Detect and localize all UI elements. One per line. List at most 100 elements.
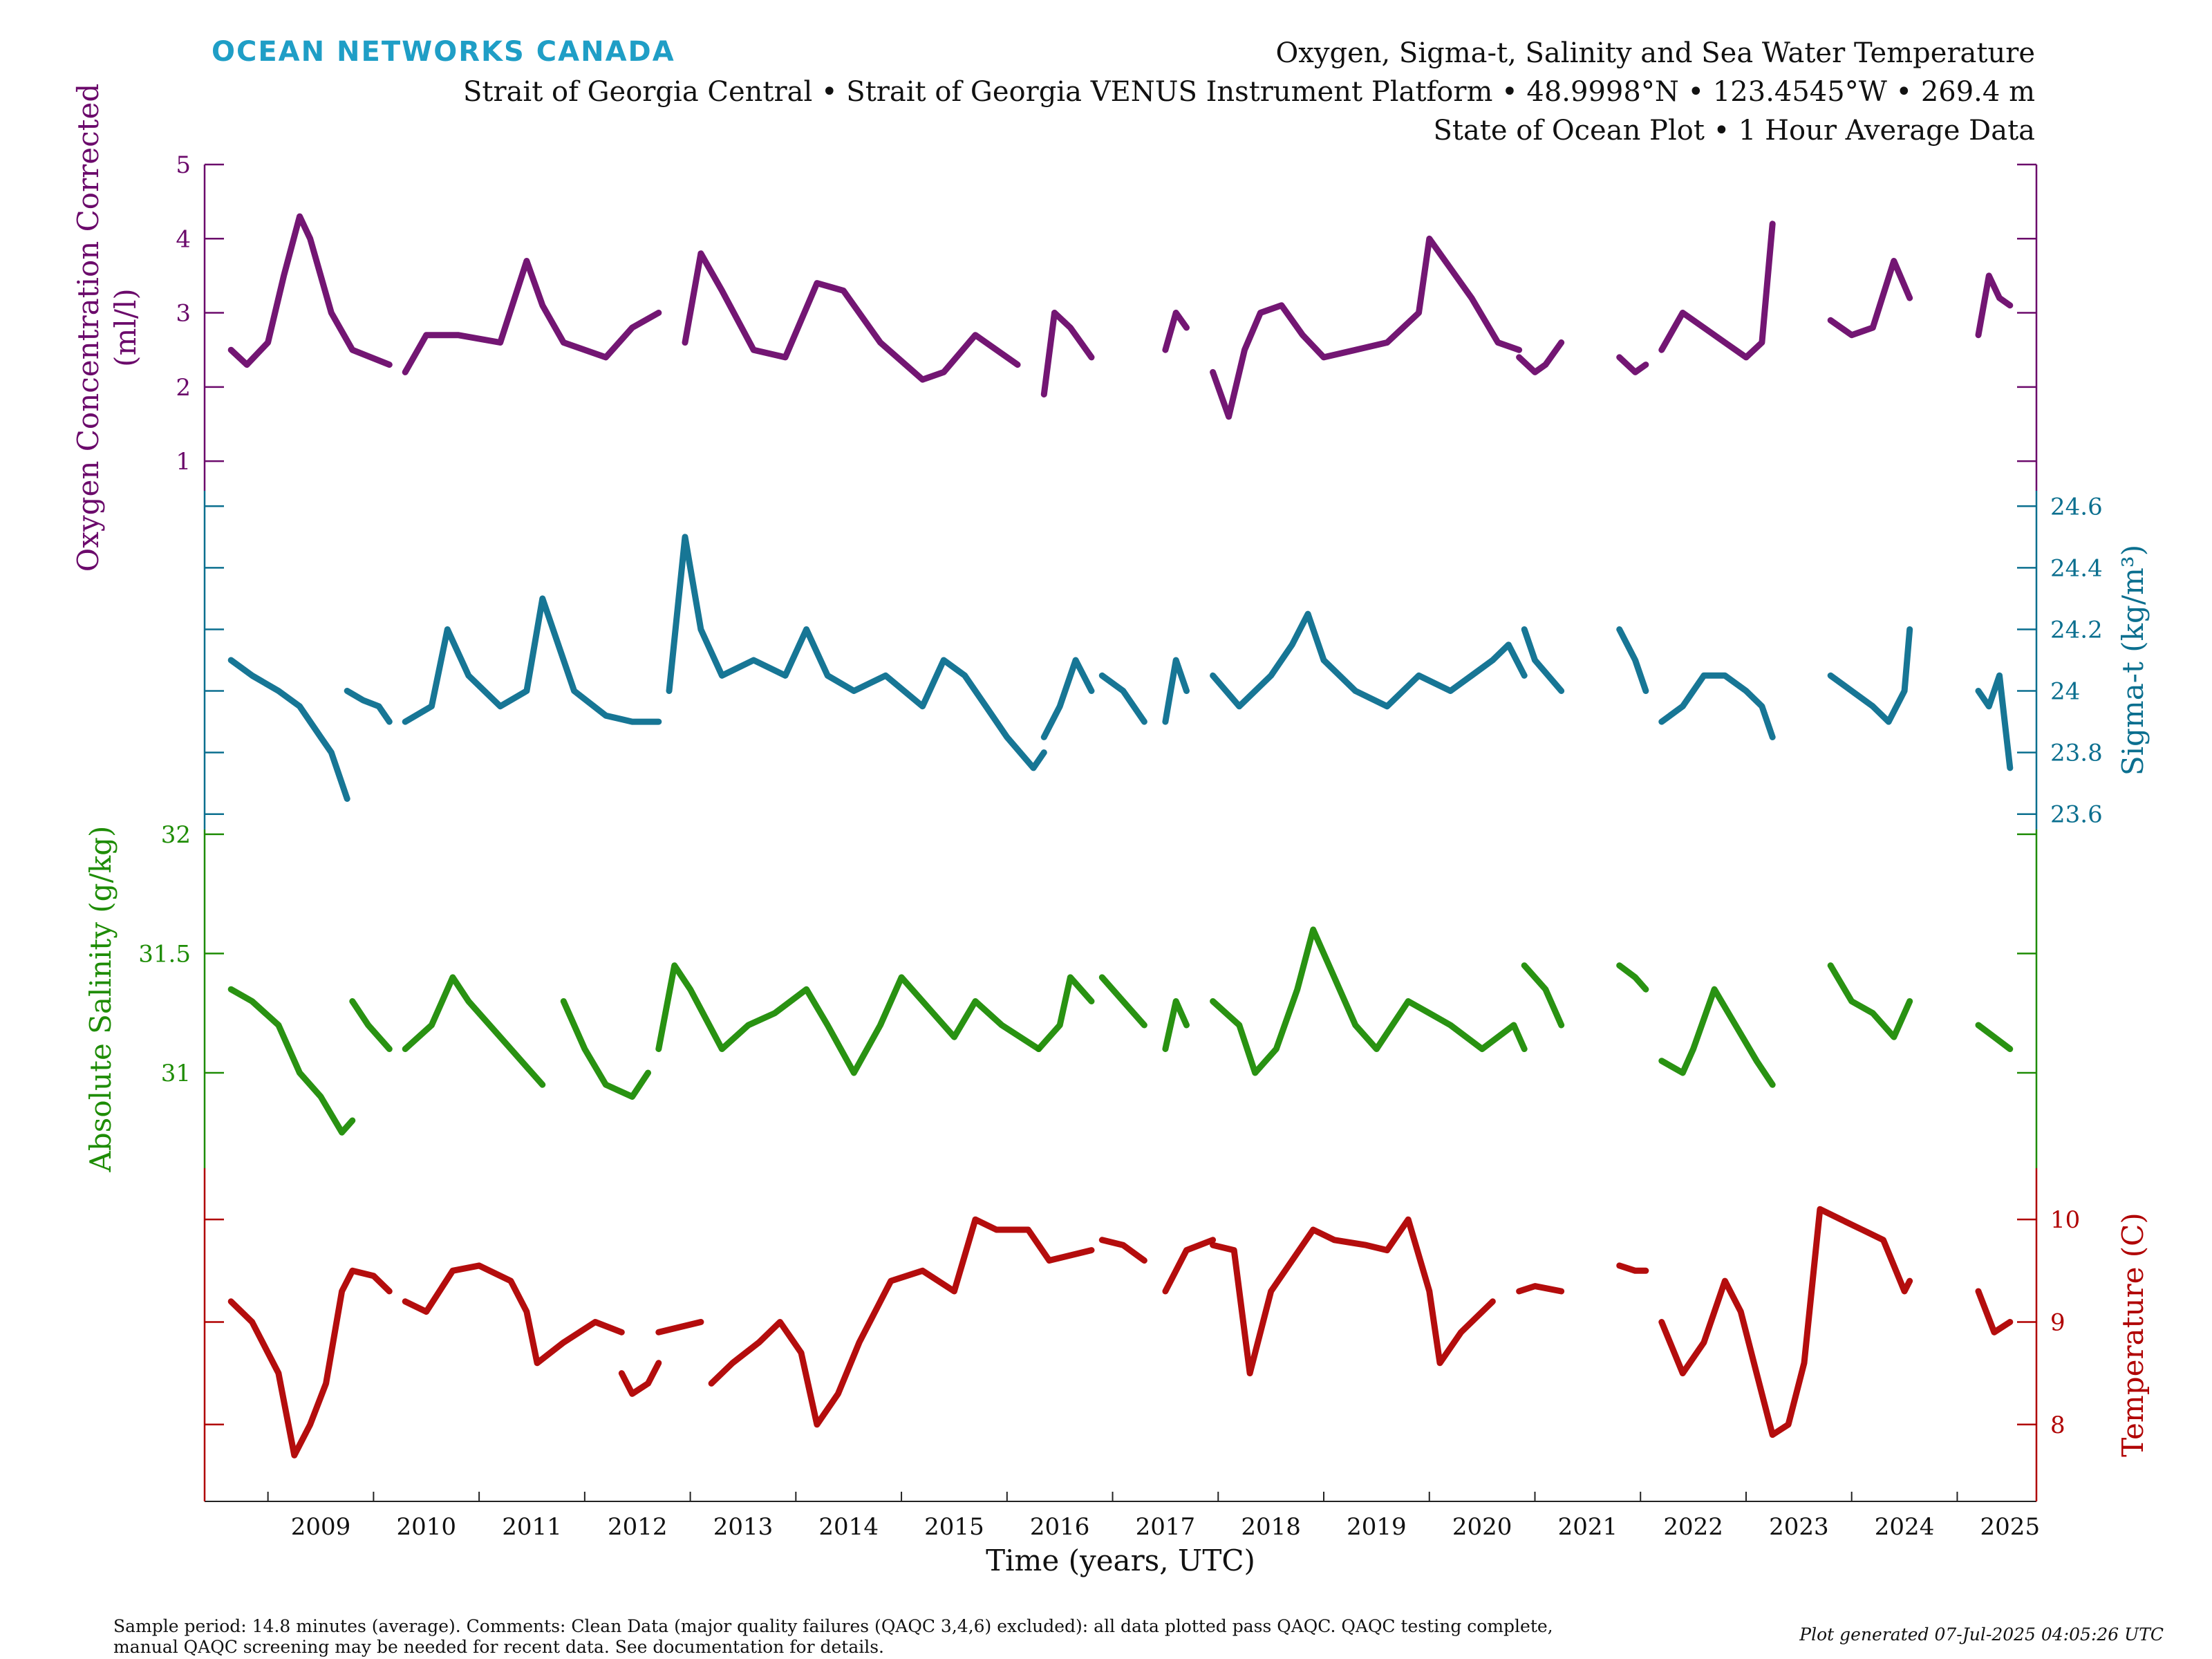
temperature-series-segment-10: [1658, 1206, 1913, 1438]
x-tick-label-2011: 2011: [502, 1513, 562, 1541]
ocean-networks-canada-logo: OCEAN NETWORKS CANADA: [212, 36, 675, 68]
temperature-series-segment-4: [708, 1216, 1095, 1428]
oxygen-series-segment-6: [1516, 339, 1565, 375]
sigma-series-segment-11: [1827, 626, 1913, 725]
x-tick-label-2009: 2009: [291, 1513, 351, 1541]
salinity-y-axis-label: Absolute Salinity (g/kg): [84, 826, 118, 1173]
oxygen-y-tick-label: 3: [176, 300, 191, 328]
x-tick-label-2019: 2019: [1347, 1513, 1407, 1541]
x-tick-label-2024: 2024: [1875, 1513, 1935, 1541]
temperature-series-segment-5: [1098, 1237, 1147, 1264]
x-tick-label-2022: 2022: [1663, 1513, 1723, 1541]
x-tick-label-2010: 2010: [396, 1513, 456, 1541]
oxygen-series-segment-9: [1827, 258, 1913, 339]
temperature-series-segment-2: [618, 1360, 662, 1397]
sigma-y-tick-label: 24.2: [2050, 616, 2103, 644]
temperature-series-segment-6: [1162, 1237, 1217, 1295]
salinity-series-segment-10: [1616, 962, 1649, 993]
temperature-y-tick-label: 9: [2050, 1309, 2065, 1336]
oxygen-series-segment-5: [1210, 235, 1523, 420]
salinity-y-tick-label: 32: [161, 821, 191, 849]
salinity-series-segment-6: [1098, 974, 1147, 1029]
sigma-series-segment-2: [402, 595, 662, 725]
salinity-series-segment-4: [655, 962, 1042, 1076]
x-tick-label-2014: 2014: [818, 1513, 879, 1541]
oxygen-series-segment-8: [1658, 221, 1776, 361]
x-axis-label: Time (years, UTC): [986, 1544, 1255, 1577]
plot-generated-timestamp: Plot generated 07-Jul-2025 04:05:26 UTC: [1799, 1624, 2164, 1644]
salinity-series-segment-12: [1827, 962, 1913, 1040]
sigma-y-tick-label: 24.6: [2050, 493, 2103, 521]
temperature-y-axis-label: Temperature (C): [2116, 1212, 2150, 1456]
x-tick-label-2021: 2021: [1558, 1513, 1618, 1541]
temperature-y-tick-label: 8: [2050, 1412, 2065, 1439]
temperature-series-segment-9: [1616, 1262, 1649, 1274]
sigma-y-tick-label: 23.8: [2050, 740, 2103, 767]
oxygen-series-segment-0: [227, 213, 393, 368]
sigma-series-segment-0: [227, 657, 350, 802]
salinity-series-segment-8: [1210, 926, 1528, 1076]
salinity-series-segment-0: [227, 986, 356, 1136]
sigma-series-segment-3: [666, 534, 1047, 771]
oxygen-y-axis-label: Oxygen Concentration Corrected (ml/l): [71, 84, 142, 572]
oxygen-series-segment-2: [682, 250, 1021, 383]
temperature-panel: 8 9 10 Temperature (C): [203, 1168, 2150, 1501]
oxygen-y-tick-label: 2: [176, 374, 191, 402]
sigma-y-axis-label: Sigma-t (kg/m³): [2116, 545, 2150, 776]
oxygen-series-segment-4: [1162, 310, 1190, 353]
salinity-series-segment-9: [1521, 962, 1565, 1029]
salinity-series-segment-13: [1975, 1022, 2014, 1052]
x-tick-label-2018: 2018: [1241, 1513, 1301, 1541]
sigma-series-segment-5: [1098, 672, 1147, 725]
x-tick-label-2015: 2015: [924, 1513, 984, 1541]
sigma-y-tick-label: 23.6: [2050, 801, 2103, 829]
salinity-y-tick-label: 31: [161, 1060, 191, 1087]
oxygen-y-tick-label: 1: [176, 448, 191, 476]
oxygen-series-segment-3: [1040, 310, 1095, 397]
oxygen-series-segment-10: [1975, 272, 2014, 339]
temperature-series-segment-0: [227, 1267, 393, 1459]
x-tick-label-2012: 2012: [608, 1513, 668, 1541]
salinity-series-segment-3: [560, 998, 651, 1100]
salinity-y-tick-label: 31.5: [138, 940, 191, 968]
sigma-y-tick-label: 24.4: [2050, 554, 2103, 582]
oxygen-y-tick-label: 4: [176, 225, 191, 253]
sigma-series-segment-6: [1162, 657, 1190, 725]
x-tick-label-2013: 2013: [713, 1513, 774, 1541]
salinity-series-segment-7: [1162, 998, 1190, 1052]
salinity-series-segment-2: [402, 974, 546, 1088]
sigma-series-segment-8: [1521, 626, 1565, 694]
oxygen-panel: 1 2 3 4 5 Oxygen Concentration Corrected (ml/l…: [71, 84, 2038, 572]
x-tick-label-2016: 2016: [1030, 1513, 1090, 1541]
chart-title: Oxygen, Sigma-t, Salinity and Sea Water …: [1275, 37, 2035, 69]
sigma-series-segment-4: [1040, 657, 1095, 740]
x-tick-label-2025: 2025: [1980, 1513, 2041, 1541]
x-tick-label-2023: 2023: [1769, 1513, 1829, 1541]
sigma-series-segment-10: [1658, 672, 1776, 740]
oxygen-series-segment-1: [402, 258, 662, 375]
footer-comment-line-2: manual QAQC screening may be needed for …: [113, 1637, 884, 1657]
salinity-series-segment-1: [349, 998, 393, 1052]
temperature-series-segment-11: [1975, 1288, 2014, 1335]
salinity-series-segment-11: [1658, 986, 1776, 1088]
chart-subtitle-plot-type: State of Ocean Plot • 1 Hour Average Dat…: [1433, 115, 2035, 147]
temperature-series-segment-8: [1516, 1283, 1565, 1295]
sigma-series-segment-7: [1210, 610, 1528, 710]
salinity-series-segment-5: [1035, 974, 1095, 1052]
temperature-series-segment-1: [402, 1262, 625, 1367]
temperature-y-tick-label: 10: [2050, 1206, 2080, 1234]
footer-comment-line-1: Sample period: 14.8 minutes (average). C…: [113, 1616, 1553, 1636]
temperature-series-segment-7: [1210, 1216, 1496, 1377]
temperature-series-segment-3: [655, 1319, 704, 1335]
oxygen-series-segment-7: [1616, 354, 1649, 375]
sigma-y-tick-label: 24: [2050, 678, 2080, 706]
salinity-panel: 31 31.5 32 Absolute Salinity (g/kg): [84, 821, 2038, 1173]
chart-subtitle-location: Strait of Georgia Central • Strait of Ge…: [462, 76, 2035, 108]
sigma-series-segment-12: [1975, 672, 2014, 771]
x-tick-label-2020: 2020: [1452, 1513, 1512, 1541]
x-tick-label-2017: 2017: [1136, 1513, 1196, 1541]
sigma-series-segment-1: [344, 688, 393, 725]
sigma-panel: 23.6 23.8 24 24.2 24.4 24.6 Sigma-t (kg/m³): [203, 491, 2150, 830]
oxygen-y-tick-label: 5: [176, 151, 191, 179]
